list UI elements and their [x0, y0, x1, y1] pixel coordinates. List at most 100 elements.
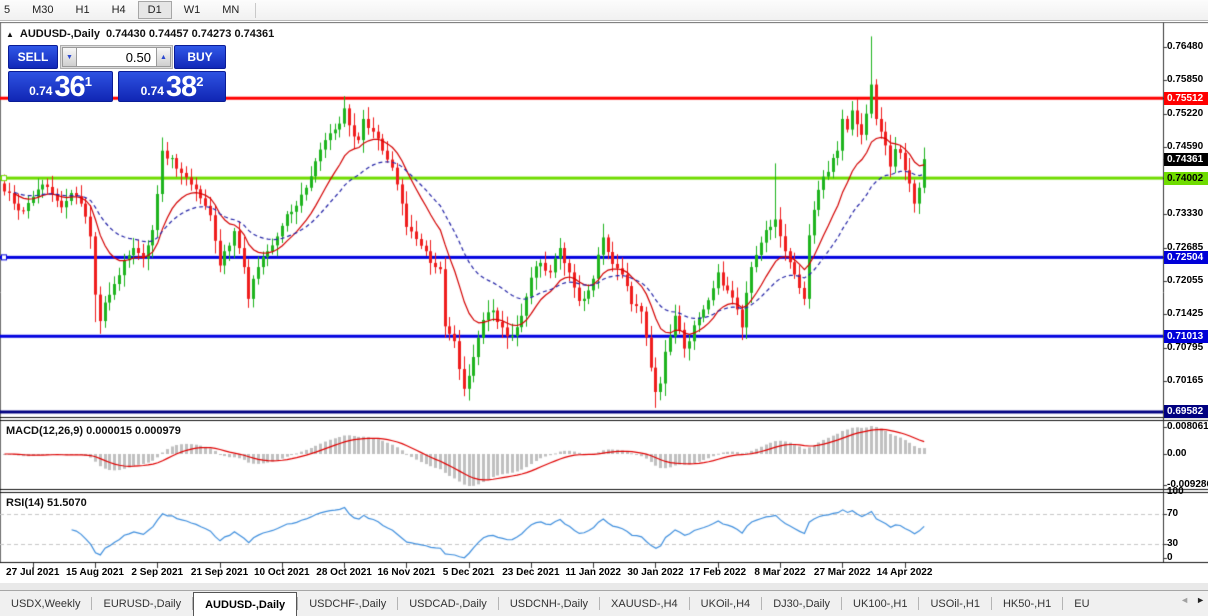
macd-axis-label-0.008061: 0.008061 [1167, 421, 1208, 433]
date-label-28-oct-2021: 28 Oct 2021 [316, 567, 372, 578]
tab-separator [761, 597, 763, 610]
tab-separator [192, 597, 194, 610]
tab-separator [397, 597, 399, 610]
price-axis-label-0.70165: 0.70165 [1167, 375, 1204, 387]
chart-tab-bar: USDX,Weekly EURUSD-,Daily AUDUSD-,Daily USD… [0, 590, 1208, 616]
timeframe-button-d1[interactable]: D1 [137, 1, 172, 19]
date-label-10-oct-2021: 10 Oct 2021 [254, 567, 310, 578]
date-label-16-nov-2021: 16 Nov 2021 [377, 567, 436, 578]
date-label-27-mar-2022: 27 Mar 2022 [813, 567, 871, 578]
price-axis-label-0.74361: 0.74361 [1164, 152, 1208, 166]
tab-usdcad-daily[interactable]: USDCAD-,Daily [409, 597, 487, 610]
price-axis-label-0.69582: 0.69582 [1164, 405, 1208, 419]
tab-uk100-h1[interactable]: UK100-,H1 [853, 597, 908, 610]
timeframe-button-h4[interactable]: H4 [111, 4, 126, 16]
tab-usdchf-daily[interactable]: USDCHF-,Daily [309, 597, 387, 610]
timeframe-button-h1[interactable]: H1 [75, 4, 90, 16]
chart-canvas[interactable] [0, 22, 1208, 582]
date-label-14-apr-2022: 14 Apr 2022 [876, 567, 933, 578]
rsi-axis-label-100: 100 [1167, 485, 1184, 497]
sell-price-big: 36 [54, 71, 85, 103]
price-axis-label-0.74002: 0.74002 [1164, 171, 1208, 185]
one-click-trading-panel: SELL ▼ 0.50 ▲ BUY 0.74 36 1 0.74 38 2 [8, 45, 226, 102]
buy-price-big: 38 [165, 71, 197, 103]
timeframe-button-5[interactable]: 5 [4, 4, 11, 16]
chart-symbol-period: AUDUSD-,Daily [19, 28, 100, 40]
tab-separator [91, 597, 93, 610]
sell-button[interactable]: SELL [8, 45, 58, 69]
timeframe-button-mn[interactable]: MN [222, 4, 240, 16]
date-label-21-sep-2021: 21 Sep 2021 [190, 567, 249, 578]
tab-xauusd-h4[interactable]: XAUUSD-,H4 [611, 597, 678, 610]
price-axis-label-0.73330: 0.73330 [1167, 207, 1204, 219]
chart-title: ▲ AUDUSD-,Daily 0.74430 0.74457 0.74273 … [6, 28, 274, 40]
sell-price-pip: 1 [84, 74, 92, 89]
macd-axis-label-0.00: 0.00 [1167, 448, 1187, 459]
date-label-5-dec-2021: 5 Dec 2021 [442, 567, 495, 578]
buy-button[interactable]: BUY [174, 45, 226, 69]
tab-scroll-arrows: ◄ ► [1180, 595, 1205, 605]
buy-price-pip: 2 [196, 74, 204, 89]
chart-ohlc-values: 0.74430 0.74457 0.74273 0.74361 [106, 28, 275, 40]
volume-spinner: ▼ 0.50 ▲ [60, 45, 173, 69]
rsi-axis-label-70: 70 [1167, 508, 1179, 519]
date-label-15-aug-2021: 15 Aug 2021 [66, 567, 124, 578]
tab-usoil-h1[interactable]: USOil-,H1 [930, 597, 980, 610]
price-axis-label-0.70795: 0.70795 [1167, 341, 1204, 353]
date-label-23-dec-2021: 23 Dec 2021 [502, 567, 560, 578]
tab-separator [297, 597, 299, 610]
tab-hk50-h1[interactable]: HK50-,H1 [1002, 597, 1052, 610]
tab-scroll-left-icon[interactable]: ◄ [1180, 595, 1190, 605]
price-axis-label-0.76480: 0.76480 [1167, 41, 1204, 52]
bottom-strip [0, 583, 1208, 590]
tab-scroll-right-icon[interactable]: ► [1196, 595, 1205, 605]
date-label-30-jan-2022: 30 Jan 2022 [627, 567, 684, 578]
one-click-top-row: SELL ▼ 0.50 ▲ BUY [8, 45, 226, 69]
price-axis-label-0.71425: 0.71425 [1167, 308, 1204, 320]
rsi-axis-label-30: 30 [1167, 538, 1179, 549]
macd-indicator-label: MACD(12,26,9) 0.000015 0.000979 [6, 425, 181, 437]
price-axis-label-0.75512: 0.75512 [1164, 91, 1208, 105]
date-label-8-mar-2022: 8 Mar 2022 [754, 567, 806, 578]
tab-separator [497, 597, 499, 610]
price-axis-label-0.72504: 0.72504 [1164, 250, 1208, 264]
rsi-axis-label-0: 0 [1167, 552, 1173, 563]
buy-price-frac: 0.74 [140, 84, 164, 98]
rsi-indicator-label: RSI(14) 51.5070 [6, 497, 87, 509]
timeframe-button-m30[interactable]: M30 [32, 4, 54, 16]
price-axis-label-0.74590: 0.74590 [1167, 140, 1204, 152]
timeframe-button-w1[interactable]: W1 [183, 4, 201, 16]
timeframe-toolbar: 5 M30 H1 H4 D1 W1 MN [0, 0, 1208, 21]
buy-price-display[interactable]: 0.74 38 2 [118, 71, 226, 102]
tab-separator [599, 597, 601, 610]
tab-usdcnh-daily[interactable]: USDCNH-,Daily [509, 597, 589, 610]
macd-axis-label--0.009286: -0.009286 [1167, 478, 1208, 490]
volume-increase-button[interactable]: ▲ [156, 47, 171, 67]
tab-audusd-daily[interactable]: AUDUSD-,Daily [193, 592, 298, 616]
collapse-triangle-icon[interactable]: ▲ [6, 29, 14, 39]
tab-separator [688, 597, 690, 610]
tab-separator [1062, 597, 1064, 610]
sell-price-frac: 0.74 [29, 84, 53, 98]
volume-decrease-button[interactable]: ▼ [62, 47, 77, 67]
date-label-11-jan-2022: 11 Jan 2022 [565, 567, 621, 578]
tab-separator [918, 597, 920, 610]
tab-dj30-daily[interactable]: DJ30-,Daily [773, 597, 831, 610]
price-axis-label-0.75220: 0.75220 [1167, 107, 1204, 119]
date-label-2-sep-2021: 2 Sep 2021 [131, 567, 184, 578]
tab-eu[interactable]: EU [1074, 597, 1090, 610]
tab-separator [990, 597, 992, 610]
toolbar-separator [255, 2, 257, 18]
price-axis-label-0.72055: 0.72055 [1167, 275, 1204, 287]
sell-price-display[interactable]: 0.74 36 1 [8, 71, 113, 102]
tab-eurusd-daily[interactable]: EURUSD-,Daily [103, 597, 182, 610]
volume-input[interactable]: 0.50 [77, 47, 156, 67]
price-axis-label-0.71013: 0.71013 [1164, 329, 1208, 343]
date-label-17-feb-2022: 17 Feb 2022 [689, 567, 747, 578]
price-axis-label-0.72685: 0.72685 [1167, 241, 1204, 253]
price-axis-label-0.75850: 0.75850 [1167, 74, 1204, 86]
tab-usdx-weekly[interactable]: USDX,Weekly [11, 597, 81, 610]
tab-ukoil-h4[interactable]: UKOil-,H4 [700, 597, 751, 610]
date-label-27-jul-2021: 27 Jul 2021 [6, 567, 60, 578]
